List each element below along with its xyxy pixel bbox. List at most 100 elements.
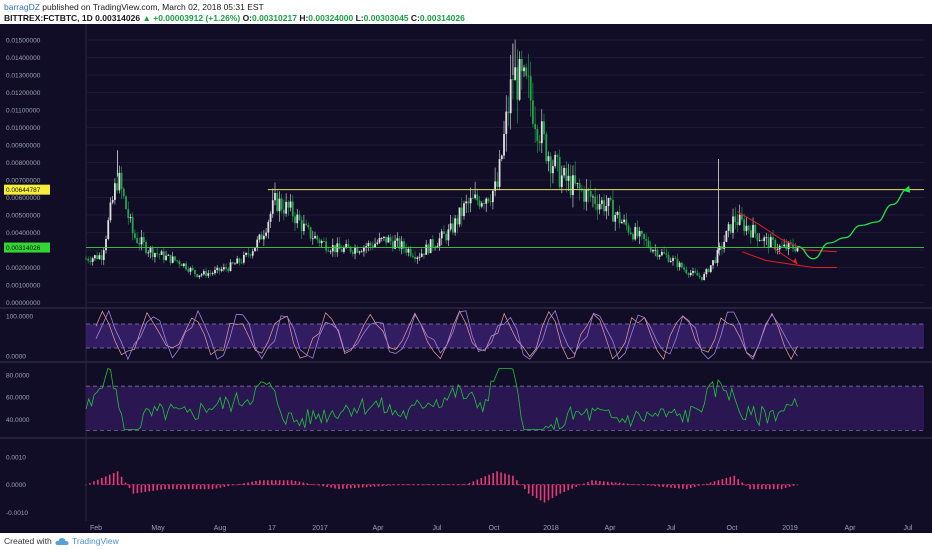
candle-body: [612, 199, 614, 222]
candle-body: [765, 237, 768, 239]
open-value: 0.00310217: [252, 13, 297, 23]
price-tick-label: 0.01100000: [6, 108, 40, 115]
macd-histogram-bar: [464, 484, 467, 486]
channel-upper-curve: [737, 211, 838, 253]
candle-body: [547, 156, 550, 162]
candle-body: [420, 253, 423, 257]
candle-body: [723, 241, 726, 249]
macd-histogram-bar: [555, 484, 558, 496]
macd-histogram-bar: [488, 474, 490, 485]
candle-body: [783, 244, 786, 247]
candle-body: [683, 267, 686, 270]
macd-histogram-bar: [353, 484, 356, 489]
macd-histogram-bar: [231, 484, 234, 486]
x-tick-label: Oct: [489, 525, 500, 532]
candle-body: [180, 264, 183, 266]
macd-histogram-bar: [397, 484, 400, 486]
candle-body: [191, 267, 194, 270]
current-price-label: 0.00314026: [6, 245, 41, 252]
candle-body: [118, 172, 121, 191]
candle-body: [403, 241, 405, 249]
candle-body: [167, 254, 170, 256]
macd-histogram-bar: [772, 484, 775, 490]
low-value: 0.00303045: [363, 13, 409, 23]
candle-body: [781, 245, 783, 247]
candle-body: [736, 221, 739, 225]
candle-body: [287, 201, 290, 208]
candle-body: [260, 234, 263, 240]
candle-body: [174, 256, 176, 261]
macd-histogram-bar: [749, 484, 751, 490]
price-tick-label: 0.00000000: [6, 300, 41, 307]
macd-histogram-bar: [654, 484, 657, 487]
candle-body: [758, 240, 761, 241]
candle-body: [202, 271, 205, 275]
candle-body: [234, 263, 236, 265]
candle-body: [598, 203, 601, 210]
candle-body: [458, 207, 461, 225]
macd-histogram-bar: [357, 484, 360, 488]
rsi-line: [85, 367, 798, 431]
x-tick-label: 17: [268, 525, 276, 532]
candle-body: [654, 249, 657, 251]
candle-body: [256, 239, 259, 248]
macd-histogram-bar: [531, 484, 534, 496]
candle-body: [649, 246, 652, 252]
candle-body: [316, 235, 319, 240]
candle-body: [409, 248, 412, 256]
macd-histogram-bar: [405, 484, 407, 486]
macd-histogram-bar: [409, 484, 411, 486]
candle-body: [576, 183, 579, 184]
candle-body: [278, 198, 281, 212]
resistance-price-label: 0.00644787: [6, 187, 41, 194]
macd-histogram-bar: [215, 484, 218, 489]
candle-body: [574, 175, 577, 184]
candle-body: [363, 247, 365, 252]
candle-body: [291, 201, 294, 217]
candle-body: [687, 273, 690, 276]
macd-histogram-bar: [575, 484, 577, 487]
macd-histogram-bar: [144, 484, 147, 492]
candle-body: [327, 250, 330, 252]
candle-body: [211, 273, 214, 275]
candle-body: [629, 232, 632, 234]
macd-histogram-bar: [334, 484, 336, 489]
macd-histogram-bar: [156, 484, 158, 491]
macd-histogram-bar: [101, 477, 103, 485]
footer: Created with TradingView: [0, 533, 932, 550]
candle-body: [371, 245, 374, 248]
tradingview-brand[interactable]: TradingView: [72, 536, 119, 546]
macd-histogram-bar: [255, 480, 257, 485]
candle-body: [509, 79, 512, 114]
candle-body: [385, 236, 388, 243]
candle-body: [343, 247, 345, 252]
candle-body: [185, 263, 187, 270]
candle-body: [116, 183, 119, 191]
chart-canvas[interactable]: 0.01500000 0.01400000 0.01300000 0.01200000…: [0, 24, 932, 533]
candle-body: [707, 269, 710, 272]
macd-histogram-bar: [219, 484, 222, 488]
macd-histogram-bar: [527, 484, 530, 494]
candle-body: [349, 246, 352, 252]
candle-body: [129, 217, 132, 219]
x-tick-label: Jul: [904, 525, 913, 532]
candle-body: [743, 219, 746, 232]
candle-body: [754, 224, 757, 234]
macd-histogram-bar: [662, 484, 664, 487]
candle-body: [618, 212, 621, 224]
candle-body: [294, 216, 296, 224]
candle-body: [147, 252, 150, 254]
macd-histogram-bar: [373, 484, 376, 487]
macd-histogram-bar: [757, 484, 759, 490]
macd-histogram-bar: [369, 484, 372, 487]
macd-histogram-bar: [124, 482, 127, 485]
macd-histogram-bar: [670, 484, 672, 488]
macd-histogram-bar: [630, 483, 633, 485]
candle-body: [182, 263, 185, 266]
candle-body: [578, 183, 581, 189]
author-link[interactable]: barragDZ: [4, 2, 40, 12]
macd-histogram-bar: [290, 480, 293, 485]
macd-histogram-bar: [603, 481, 605, 485]
candle-body: [672, 258, 674, 261]
macd-histogram-bar: [456, 484, 459, 486]
